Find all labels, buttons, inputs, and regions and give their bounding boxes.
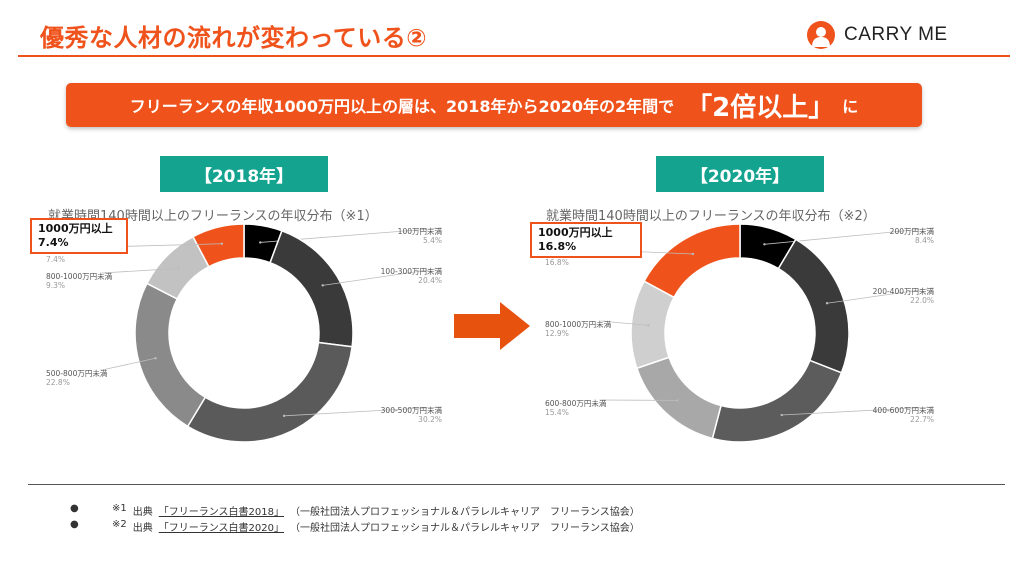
slice-value: 22.7% <box>910 415 934 424</box>
slice-value: 8.4% <box>915 236 934 245</box>
slice-label: 300-500万円未満 <box>381 405 443 415</box>
slice-label: 200-400万円未満 <box>873 286 935 296</box>
pie-slice <box>643 223 741 299</box>
slice-label: 800-1000万円未満 <box>46 271 113 281</box>
footnote-bullet: ● <box>70 503 79 514</box>
footnote-num: ※1 <box>112 503 127 514</box>
slice-value: 12.9% <box>545 329 569 338</box>
slice-label: 600-800万円未満 <box>545 398 607 408</box>
footnote-org: （一般社団法人プロフェッショナル＆パラレルキャリア フリーランス協会） <box>290 507 640 518</box>
slice-value: 30.2% <box>418 415 442 424</box>
footnote-prefix: 出典 <box>132 523 153 534</box>
chart-title-2018: 就業時間140時間以上のフリーランスの年収分布（※1） <box>48 209 378 224</box>
footnote-source-link[interactable]: 「フリーランス白書2018」 <box>158 507 284 518</box>
callout-value: 16.8% <box>538 240 577 253</box>
pie-slice <box>134 282 207 428</box>
callout-value: 7.4% <box>38 236 69 249</box>
pie-slice <box>635 356 722 440</box>
leader-line <box>600 320 649 326</box>
logo-text: CARRY ME <box>844 24 948 45</box>
pie-slice <box>191 223 245 268</box>
carry-me-logo-icon <box>807 21 835 49</box>
footnote-org: （一般社団法人プロフェッショナル＆パラレルキャリア フリーランス協会） <box>290 523 640 534</box>
leader-line <box>101 357 156 371</box>
callout-name: 1000万円以上 <box>538 226 613 239</box>
pie-slice <box>186 341 353 443</box>
slice-label: 800-1000万円未満 <box>545 319 612 329</box>
slice-label: 400-600万円未満 <box>873 405 935 415</box>
callout-name: 1000万円以上 <box>38 222 113 235</box>
leader-dot <box>259 241 262 244</box>
slice-value: 5.4% <box>423 236 442 245</box>
year-tag-2018: 【2018年】 <box>160 156 328 192</box>
page-title: 優秀な人材の流れが変わっている② <box>40 24 428 52</box>
footnote-source-link[interactable]: 「フリーランス白書2020」 <box>158 523 284 534</box>
right-arrow-icon <box>454 302 530 350</box>
callout-2018: 1000万円以上 7.4% <box>30 218 128 254</box>
leader-line <box>101 268 179 274</box>
leader-line <box>826 287 935 304</box>
pie-slice <box>711 359 843 443</box>
footnote-prefix: 出典 <box>132 507 153 518</box>
slice-value: 16.8% <box>545 258 569 267</box>
leader-line <box>781 406 935 416</box>
leader-dot <box>177 267 180 270</box>
year-tag-2020: 【2020年】 <box>656 156 824 192</box>
chart-title-2020: 就業時間140時間以上のフリーランスの年収分布（※2） <box>546 209 876 224</box>
callout-2020: 1000万円以上 16.8% <box>530 222 642 258</box>
banner-tail: に <box>842 97 859 116</box>
logo: CARRY ME <box>806 20 948 50</box>
slice-value: 22.8% <box>46 378 70 387</box>
leader-line <box>284 406 443 417</box>
leader-line <box>322 267 443 286</box>
pie-slice <box>269 229 354 348</box>
slice-label: 500-800万円未満 <box>46 368 108 378</box>
slice-label: 100万円未満 <box>398 226 443 236</box>
footnote-bullet: ● <box>70 519 79 530</box>
banner-emphasis: 「2倍以上」 <box>686 92 835 123</box>
headline-banner: フリーランスの年収1000万円以上の層は、2018年から2020年の2年間で 「… <box>66 83 922 127</box>
slice-label: 100-300万円未満 <box>381 266 443 276</box>
slice-value: 20.4% <box>418 276 442 285</box>
slice-value: 9.3% <box>46 281 65 290</box>
pie-slice <box>777 238 850 374</box>
title-divider <box>18 55 1010 57</box>
footer-divider <box>28 484 1005 485</box>
footnote-num: ※2 <box>112 519 127 530</box>
banner-text: フリーランスの年収1000万円以上の層は、2018年から2020年の2年間で <box>129 97 675 116</box>
slice-value: 22.0% <box>910 296 934 305</box>
footnote-2: ● ※2 出典 「フリーランス白書2020」 （一般社団法人プロフェッショナル＆… <box>70 519 640 534</box>
leader-line <box>764 227 935 245</box>
slice-value: 7.4% <box>46 255 65 264</box>
slice-value: 15.4% <box>545 408 569 417</box>
footnote-1: ● ※1 出典 「フリーランス白書2018」 （一般社団法人プロフェッショナル＆… <box>70 503 640 518</box>
slice-label: 200万円未満 <box>890 226 935 236</box>
